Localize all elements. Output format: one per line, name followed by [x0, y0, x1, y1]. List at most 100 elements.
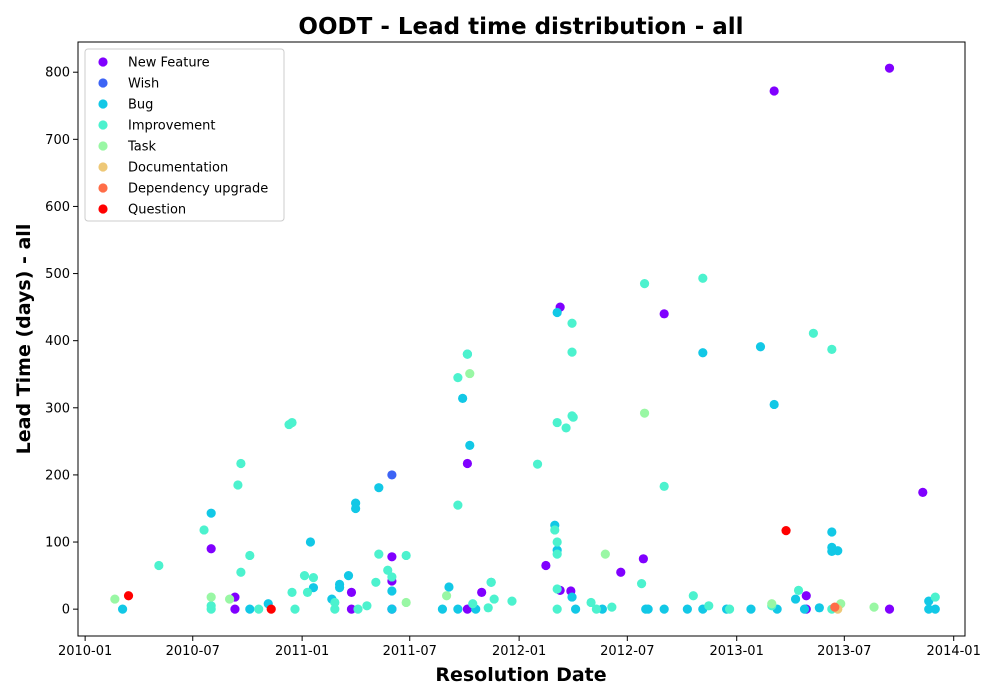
x-tick-label: 2014-01 — [927, 644, 981, 659]
point-new-feature — [616, 567, 626, 577]
point-bug — [305, 537, 316, 547]
point-improvement — [290, 604, 300, 614]
point-bug — [643, 604, 653, 614]
legend-label: Wish — [128, 77, 159, 92]
point-bug — [245, 604, 255, 614]
point-task — [600, 549, 610, 559]
y-tick-label: 200 — [45, 468, 70, 483]
point-new-feature — [659, 309, 669, 319]
point-new-feature — [387, 552, 397, 562]
point-improvement — [330, 597, 340, 608]
point-improvement — [607, 602, 617, 612]
legend-marker — [98, 57, 108, 67]
point-bug — [769, 399, 779, 410]
point-improvement — [453, 372, 463, 383]
y-tick-label: 600 — [45, 200, 70, 215]
point-improvement — [591, 604, 602, 614]
point-improvement — [639, 279, 650, 289]
point-bug — [659, 604, 669, 614]
legend-marker — [98, 78, 108, 88]
point-improvement — [233, 480, 243, 490]
point-bug — [746, 604, 756, 614]
x-tick-label: 2011-07 — [383, 644, 437, 659]
point-task — [767, 599, 777, 609]
point-improvement — [930, 592, 940, 602]
legend-box — [84, 48, 285, 222]
point-improvement — [567, 347, 577, 357]
legend-marker — [98, 162, 108, 172]
legend-marker — [98, 120, 108, 130]
point-question — [781, 526, 791, 536]
point-improvement — [245, 550, 255, 561]
point-bug — [334, 583, 345, 593]
point-new-feature — [638, 554, 648, 564]
point-bug — [374, 483, 384, 493]
point-bug — [755, 342, 766, 352]
point-improvement — [552, 417, 562, 428]
point-new-feature — [206, 544, 216, 554]
legend-label: Documentation — [128, 161, 228, 176]
point-wish — [387, 470, 397, 480]
y-tick-label: 700 — [45, 133, 70, 148]
point-improvement — [287, 417, 297, 428]
point-bug — [453, 604, 463, 614]
point-task — [639, 408, 650, 418]
legend-label: Bug — [128, 98, 153, 113]
y-tick-label: 0 — [62, 603, 70, 618]
point-bug — [833, 546, 843, 556]
point-bug — [552, 307, 562, 318]
point-task — [110, 594, 120, 604]
point-improvement — [552, 584, 562, 594]
point-task — [465, 368, 475, 379]
chart-title: OODT - Lead time distribution - all — [298, 14, 743, 40]
point-bug — [458, 393, 468, 403]
point-improvement — [567, 318, 577, 328]
point-new-feature — [918, 487, 928, 497]
legend-label: New Feature — [128, 56, 210, 71]
point-improvement — [353, 604, 363, 614]
point-new-feature — [769, 86, 779, 96]
point-improvement — [154, 560, 164, 571]
x-tick-label: 2013-01 — [710, 644, 764, 659]
point-bug — [206, 508, 216, 518]
x-tick-label: 2010-01 — [58, 644, 112, 659]
x-axis-label: Resolution Date — [435, 664, 606, 686]
legend-marker — [98, 99, 108, 109]
legend: New Feature Wish Bug Improvement Task Documen… — [84, 48, 285, 222]
legend-label: Dependency upgrade — [128, 182, 268, 197]
point-improvement — [827, 344, 837, 355]
point-bug — [827, 527, 837, 537]
y-tick-label: 500 — [45, 267, 70, 282]
point-bug — [682, 604, 692, 614]
point-improvement — [808, 328, 819, 338]
point-bug — [343, 570, 354, 581]
point-improvement — [287, 587, 297, 597]
y-tick-label: 100 — [45, 536, 70, 551]
y-tick-label: 800 — [45, 66, 70, 81]
point-new-feature — [884, 604, 895, 614]
point-improvement — [698, 273, 708, 283]
point-new-feature — [346, 587, 357, 597]
point-improvement — [299, 570, 310, 581]
point-improvement — [532, 459, 543, 469]
y-axis: 0 100 200 300 400 500 600 700 800 — [45, 66, 78, 618]
point-improvement — [552, 549, 562, 559]
point-bug — [351, 503, 361, 514]
point-bug — [814, 603, 824, 613]
point-improvement — [489, 594, 499, 604]
point-new-feature — [462, 458, 473, 469]
point-new-feature — [541, 560, 551, 571]
point-bug — [930, 604, 940, 614]
point-bug — [387, 604, 397, 614]
point-bug — [387, 586, 397, 596]
point-bug — [698, 348, 708, 358]
point-improvement — [688, 591, 698, 601]
point-bug — [444, 582, 454, 592]
y-tick-label: 300 — [45, 401, 70, 416]
point-new-feature — [477, 587, 487, 597]
point-improvement — [462, 349, 473, 359]
legend-label: Task — [127, 140, 157, 155]
point-bug — [437, 604, 448, 614]
point-improvement — [552, 604, 562, 614]
